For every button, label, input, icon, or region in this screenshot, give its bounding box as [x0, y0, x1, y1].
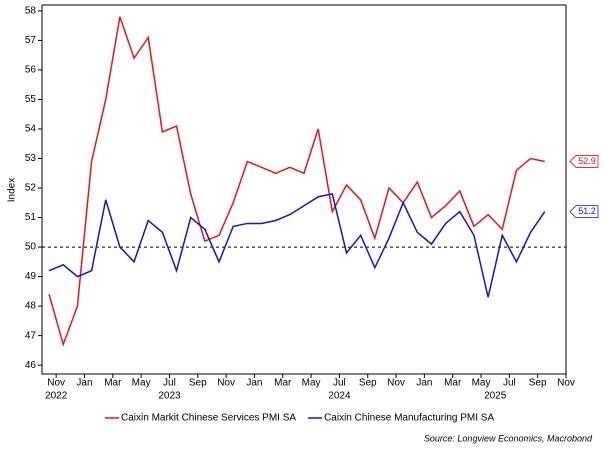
x-tick-label: Jan	[76, 378, 92, 389]
end-label: 52.9	[578, 156, 596, 166]
x-tick-label: Mar	[104, 378, 122, 389]
y-tick-label: 46	[25, 360, 37, 371]
y-tick-label: 56	[25, 65, 37, 76]
x-tick-label: May	[472, 378, 491, 389]
x-tick-label: Sep	[189, 378, 207, 389]
source: Source: Longview Economics, Macrobond	[424, 433, 593, 443]
x-year-label: 2024	[328, 391, 351, 402]
y-tick-label: 52	[25, 183, 37, 194]
plot-frame	[41, 4, 567, 375]
x-tick-label: May	[302, 378, 321, 389]
y-tick-label: 53	[25, 153, 37, 164]
x-tick-label: Mar	[444, 378, 462, 389]
y-tick-label: 55	[25, 94, 37, 105]
y-axis-label: Index	[7, 178, 18, 202]
x-year-label: 2025	[484, 391, 507, 402]
x-tick-label: Nov	[217, 378, 235, 389]
end-label-box	[569, 205, 599, 219]
x-tick-label: Nov	[387, 378, 405, 389]
legend-label: Caixin Chinese Manufacturing PMI SA	[324, 413, 494, 424]
x-tick-label: May	[132, 378, 151, 389]
x-tick-label: Nov	[557, 378, 575, 389]
x-tick-label: Nov	[47, 378, 65, 389]
y-tick-label: 51	[25, 212, 37, 223]
y-tick-label: 47	[25, 330, 37, 341]
x-tick-label: Jul	[163, 378, 176, 389]
y-tick-label: 54	[25, 124, 37, 135]
x-tick-label: Jan	[416, 378, 432, 389]
x-tick-label: Sep	[529, 378, 547, 389]
x-tick-label: Mar	[274, 378, 292, 389]
series-line	[48, 193, 546, 298]
end-label: 51.2	[578, 206, 596, 216]
series-line	[48, 16, 545, 347]
x-tick-label: Sep	[359, 378, 377, 389]
x-tick-label: Jul	[503, 378, 516, 389]
y-tick-label: 50	[25, 242, 37, 253]
x-year-label: 2022	[45, 391, 68, 402]
x-year-label: 2023	[158, 391, 181, 402]
x-tick-label: Jan	[246, 378, 262, 389]
y-tick-label: 48	[25, 301, 37, 312]
x-tick-label: Jul	[333, 378, 346, 389]
y-tick-label: 49	[25, 271, 37, 282]
y-tick-label: 58	[25, 6, 37, 17]
legend-label: Caixin Markit Chinese Services PMI SA	[121, 413, 296, 424]
end-label-box	[569, 155, 599, 168]
y-tick-label: 57	[25, 35, 37, 46]
